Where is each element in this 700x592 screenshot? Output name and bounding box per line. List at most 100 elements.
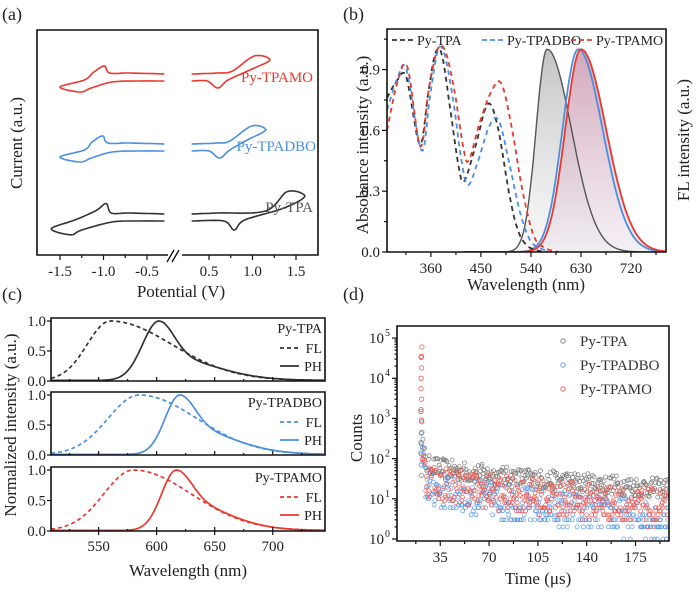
data-point (564, 512, 569, 518)
data-point (490, 512, 496, 518)
data-point (604, 512, 610, 518)
data-point (454, 468, 460, 474)
data-point (661, 512, 667, 518)
data-point (473, 470, 479, 476)
data-point (618, 512, 624, 518)
c-y-axis-title: Normalized intensity (a.u.) (1, 333, 20, 516)
data-point (657, 517, 662, 523)
data-point (624, 505, 630, 511)
data-point (504, 508, 510, 514)
data-point (420, 436, 426, 442)
data-point (630, 500, 636, 506)
data-point (644, 502, 650, 508)
data-point (613, 473, 619, 479)
data-point (540, 478, 546, 484)
data-point (639, 488, 645, 493)
data-point (517, 517, 523, 523)
c-axis-frame (50, 391, 326, 456)
data-point (628, 517, 634, 523)
data-point (599, 502, 604, 508)
data-point (451, 494, 457, 500)
data-point (503, 485, 509, 490)
data-point (418, 417, 424, 423)
data-point (627, 508, 632, 514)
data-point (541, 488, 546, 493)
data-point (609, 512, 615, 518)
data-point (578, 485, 584, 490)
data-point (497, 478, 503, 484)
data-point (443, 466, 449, 472)
data-point (562, 491, 568, 497)
data-point (513, 470, 519, 476)
data-point (584, 512, 590, 518)
data-point (556, 524, 562, 530)
data-point (555, 512, 561, 518)
data-point (419, 344, 425, 350)
d-y-tick-label: 10 (369, 452, 384, 468)
data-point (598, 477, 604, 482)
a-axis-break-mark (166, 249, 180, 263)
absorbance-curve-py-tpadbo (387, 45, 551, 252)
data-point (486, 496, 492, 502)
data-point (526, 502, 532, 508)
data-point (591, 474, 597, 480)
data-point (418, 430, 424, 437)
b-x-axis-title: Wavelength (nm) (467, 275, 585, 294)
data-point (419, 457, 425, 463)
data-point (555, 517, 561, 523)
data-point (566, 476, 572, 482)
data-point (626, 498, 632, 503)
d-legend-label: Py-TPAMO (580, 382, 652, 398)
data-point (657, 490, 663, 496)
data-point (496, 505, 502, 511)
data-point (525, 467, 531, 473)
data-point (505, 476, 511, 481)
cv-curve-oxidation-py-tpa (191, 190, 306, 231)
data-point (441, 486, 447, 491)
data-point (592, 512, 598, 518)
b-legend-label: Py-TPA (417, 34, 463, 49)
scatter-series-py-tpa (418, 408, 669, 500)
data-point (421, 453, 426, 459)
data-point (660, 489, 665, 495)
data-point (442, 505, 447, 511)
data-point (583, 500, 589, 506)
data-point (518, 517, 524, 523)
data-point (620, 493, 625, 498)
c-axis-frame (50, 317, 326, 382)
data-point (511, 489, 516, 495)
data-point (619, 486, 625, 491)
c-x-tick-label: 700 (262, 539, 285, 555)
d-legend-marker (560, 362, 566, 368)
c-y-tick-label: 0.0 (27, 374, 46, 390)
data-point (606, 524, 611, 530)
data-point (421, 446, 427, 452)
data-point (523, 508, 528, 514)
data-point (604, 486, 609, 491)
data-point (638, 508, 643, 514)
data-point (658, 477, 664, 483)
cv-curve-reduction-py-tpadbo (59, 135, 165, 163)
data-point (588, 524, 594, 530)
a-plot-area (50, 54, 306, 236)
data-point (570, 512, 576, 518)
data-point (617, 496, 623, 502)
data-point (601, 478, 607, 484)
cv-curve-oxidation-py-tpamo (191, 54, 271, 89)
data-point (419, 445, 425, 450)
data-point (479, 462, 485, 467)
data-point (650, 475, 655, 481)
data-point (545, 517, 551, 523)
data-point (532, 508, 538, 514)
data-point (495, 500, 501, 506)
data-point (578, 487, 584, 492)
data-point (472, 466, 478, 471)
panel-label-b: (b) (343, 4, 364, 25)
cv-curve-oxidation-py-tpadbo (191, 124, 268, 159)
a-series-label: Py-TPA (265, 200, 313, 216)
data-point (608, 505, 614, 511)
c-y-tick-label: 0.5 (27, 344, 46, 360)
data-point (459, 502, 465, 508)
data-point (629, 505, 635, 511)
